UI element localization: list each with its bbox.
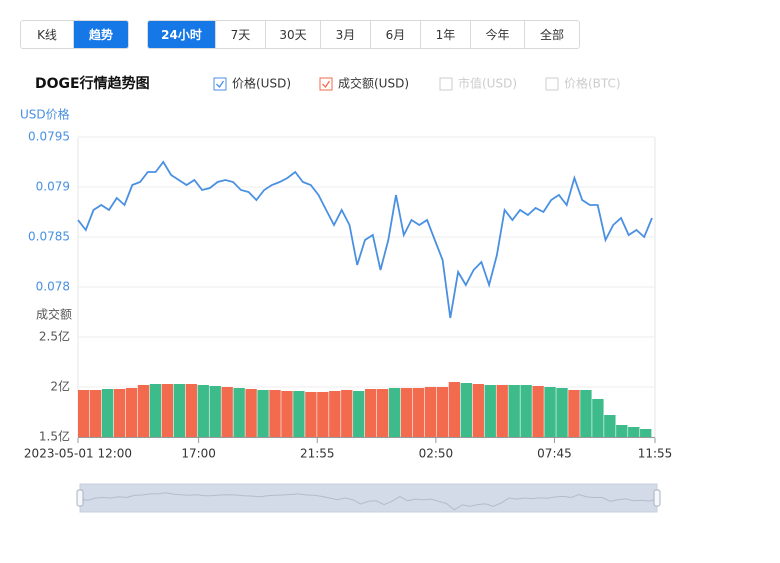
tab[interactable]: 30天 (266, 21, 321, 48)
y-axis-label: 成交额 (36, 307, 72, 322)
volume-bar (436, 387, 449, 437)
volume-bar (508, 385, 520, 437)
volume-bar (640, 429, 652, 437)
y-tick-label: 2亿 (50, 379, 70, 394)
legend-label[interactable]: 价格(BTC) (564, 76, 621, 91)
volume-bar (113, 389, 126, 437)
volume-bar (604, 415, 616, 437)
tab[interactable]: 1年 (421, 21, 471, 48)
legend-checkbox[interactable] (213, 77, 227, 91)
volume-bar (317, 392, 329, 437)
volume-bar (305, 392, 317, 437)
tab[interactable]: 今年 (471, 21, 525, 48)
volume-bar (592, 399, 604, 437)
range-tabs: 24小时 7天 30天 3月 6月 1年 今年 全部 (147, 20, 580, 49)
volume-bar (520, 385, 532, 437)
volume-bar (544, 387, 556, 437)
volume-bar (484, 385, 496, 437)
volume-bar (448, 382, 461, 437)
y-tick-label: 0.0795 (28, 130, 70, 144)
y-tick-label: 1.5亿 (39, 429, 70, 444)
volume-bar (281, 391, 293, 437)
x-tick-label: 11:55 (638, 447, 673, 461)
volume-bar (101, 389, 114, 437)
volume-bar (233, 388, 245, 437)
volume-bar (269, 390, 281, 437)
tab[interactable]: 3月 (321, 21, 371, 48)
x-tick-label: 21:55 (300, 447, 335, 461)
volume-bar (245, 389, 257, 437)
legend-checkbox[interactable] (319, 77, 333, 91)
navigator-handle[interactable] (76, 489, 84, 507)
tab[interactable]: K线 (21, 21, 74, 48)
tab[interactable]: 7天 (216, 21, 266, 48)
legend-checkbox[interactable] (545, 77, 559, 91)
y-tick-label: 0.0785 (28, 230, 70, 244)
volume-bar (209, 386, 221, 437)
tab[interactable]: 24小时 (148, 21, 216, 48)
volume-bar (293, 391, 305, 437)
y-tick-label: 0.079 (36, 180, 70, 194)
volume-bar (173, 384, 186, 437)
x-tick-label: 17:00 (181, 447, 216, 461)
volume-bar (137, 385, 150, 437)
y-axis-label: USD价格 (20, 107, 70, 122)
volume-bar (556, 388, 568, 437)
volume-bar (161, 384, 174, 437)
volume-bar (125, 388, 138, 437)
volume-bar (78, 390, 90, 437)
volume-bar (616, 425, 628, 437)
volume-bar (149, 384, 162, 437)
volume-bar (628, 427, 640, 437)
x-tick-label: 2023-05-01 12:00 (24, 447, 132, 461)
volume-bar (568, 390, 580, 437)
navigator[interactable] (79, 483, 658, 513)
volume-bar (496, 385, 508, 437)
y-tick-label: 2.5亿 (39, 329, 70, 344)
volume-bar (400, 388, 413, 437)
x-tick-label: 07:45 (537, 447, 572, 461)
volume-bar (221, 387, 233, 437)
volume-bar (197, 385, 209, 437)
volume-bar (341, 390, 353, 437)
volume-bar (532, 386, 544, 437)
chart-title: DOGE行情趋势图 (35, 75, 150, 92)
legend-label[interactable]: 价格(USD) (232, 76, 291, 91)
volume-bar (376, 389, 389, 437)
y-tick-label: 0.078 (36, 280, 70, 294)
volume-bar (89, 390, 102, 437)
legend-label[interactable]: 市值(USD) (458, 76, 517, 91)
volume-bar (580, 390, 592, 437)
volume-bar (388, 388, 401, 437)
tab[interactable]: 趋势 (74, 21, 128, 48)
volume-bar (460, 383, 473, 437)
volume-bar (424, 387, 437, 437)
volume-bar (329, 391, 341, 437)
tab[interactable]: 6月 (371, 21, 421, 48)
volume-bar (353, 391, 365, 437)
price-line (77, 160, 653, 319)
volume-bar (365, 389, 377, 437)
volume-bar (257, 390, 269, 437)
volume-bar (185, 384, 197, 437)
volume-bar (472, 384, 484, 437)
volume-bar (412, 388, 425, 437)
legend-label[interactable]: 成交额(USD) (338, 76, 409, 91)
x-tick-label: 02:50 (419, 447, 454, 461)
navigator-handle[interactable] (653, 489, 661, 507)
check-mark (216, 80, 225, 89)
check-mark (322, 80, 331, 89)
navigator-line (79, 492, 658, 511)
legend-checkbox[interactable] (439, 77, 453, 91)
tab[interactable]: 全部 (539, 28, 564, 42)
mode-tabs: K线 趋势 (20, 20, 129, 49)
